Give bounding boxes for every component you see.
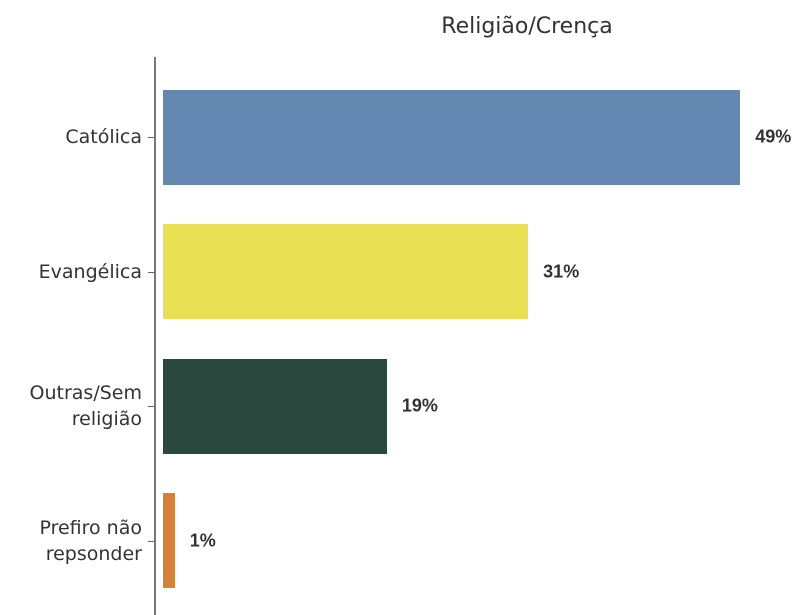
tick-mark bbox=[148, 406, 155, 408]
category-label: Prefiro não repsonder bbox=[39, 516, 142, 565]
bar bbox=[163, 358, 387, 454]
bar bbox=[163, 224, 529, 320]
chart-title: Religião/Crença bbox=[441, 14, 613, 39]
bar bbox=[163, 89, 741, 185]
category-label: Outras/Sem religião bbox=[29, 382, 142, 431]
value-label: 19% bbox=[401, 395, 438, 416]
y-axis bbox=[154, 57, 156, 615]
value-label: 1% bbox=[189, 530, 216, 551]
category-label: Evangélica bbox=[38, 260, 142, 283]
bar bbox=[163, 493, 175, 589]
tick-mark bbox=[148, 271, 155, 273]
value-label: 49% bbox=[755, 126, 792, 147]
tick-mark bbox=[148, 137, 155, 139]
value-label: 31% bbox=[543, 261, 580, 282]
tick-mark bbox=[148, 540, 155, 542]
category-label: Católica bbox=[65, 126, 142, 149]
